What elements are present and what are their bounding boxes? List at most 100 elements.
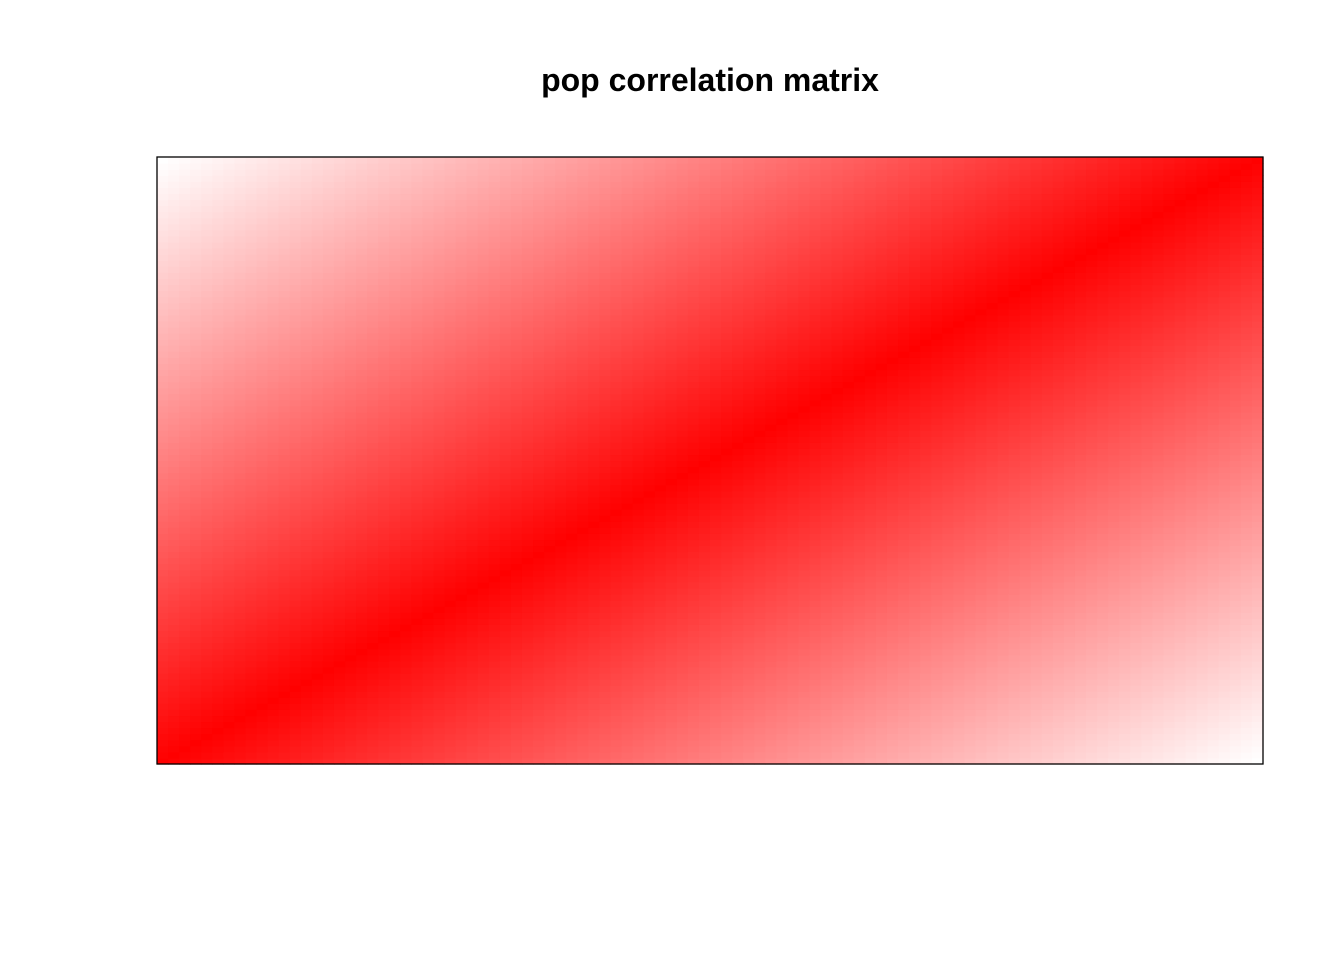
- heatmap-cell: [367, 691, 379, 698]
- heatmap-cell: [610, 217, 623, 225]
- heatmap-cell: [455, 339, 468, 346]
- heatmap-cell: [389, 345, 401, 352]
- heatmap-cell: [234, 351, 247, 358]
- heatmap-cell: [201, 484, 213, 492]
- heatmap-cell: [665, 405, 678, 413]
- heatmap-cell: [333, 739, 346, 747]
- heatmap-cell: [190, 393, 202, 401]
- heatmap-cell: [687, 387, 700, 395]
- heatmap-cell: [577, 399, 589, 407]
- heatmap-cell: [157, 636, 169, 644]
- heatmap-cell: [223, 229, 236, 237]
- heatmap-cell: [466, 509, 479, 516]
- heatmap-cell: [455, 533, 468, 541]
- heatmap-cell: [212, 424, 224, 431]
- heatmap-cell: [289, 703, 302, 710]
- heatmap-cell: [676, 381, 689, 389]
- heatmap-cell: [367, 679, 379, 686]
- heatmap-cell: [488, 351, 501, 358]
- heatmap-cell: [223, 333, 236, 340]
- heatmap-cell: [654, 302, 667, 310]
- heatmap-cell: [212, 345, 224, 352]
- heatmap-cell: [422, 314, 435, 322]
- heatmap-cell: [698, 642, 711, 650]
- heatmap-cell: [544, 448, 556, 456]
- heatmap-cell: [599, 241, 612, 249]
- heatmap-cell: [444, 739, 457, 747]
- heatmap-cell: [411, 393, 424, 401]
- heatmap-cell: [533, 199, 545, 207]
- heatmap-cell: [555, 454, 567, 462]
- heatmap-cell: [245, 636, 258, 644]
- heatmap-cell: [356, 715, 368, 723]
- heatmap-cell: [466, 290, 479, 298]
- heatmap-cell: [510, 290, 523, 298]
- heatmap-cell: [455, 157, 468, 164]
- heatmap-cell: [168, 703, 180, 710]
- heatmap-cell: [643, 636, 656, 644]
- heatmap-cell: [588, 539, 600, 547]
- heatmap-cell: [687, 691, 700, 698]
- heatmap-cell: [477, 314, 490, 322]
- heatmap-cell: [201, 642, 213, 650]
- heatmap-cell: [610, 387, 623, 395]
- heatmap-cell: [190, 648, 202, 656]
- heatmap-cell: [665, 199, 678, 207]
- heatmap-cell: [577, 169, 589, 176]
- heatmap-cell: [488, 642, 501, 650]
- heatmap-cell: [278, 466, 291, 474]
- heatmap-cell: [400, 715, 412, 723]
- heatmap-cell: [555, 296, 567, 304]
- heatmap-cell: [610, 691, 623, 698]
- heatmap-cell: [466, 393, 479, 401]
- heatmap-cell: [588, 260, 600, 267]
- heatmap-cell: [510, 193, 523, 201]
- heatmap-cell: [588, 545, 600, 553]
- heatmap-cell: [245, 448, 258, 456]
- heatmap-cell: [665, 381, 678, 389]
- heatmap-cell: [577, 460, 589, 468]
- heatmap-cell: [245, 618, 258, 625]
- heatmap-cell: [179, 314, 191, 322]
- heatmap-cell: [687, 254, 700, 261]
- heatmap-cell: [510, 685, 523, 692]
- heatmap-cell: [610, 606, 623, 613]
- heatmap-cell: [444, 387, 457, 395]
- heatmap-cell: [333, 502, 346, 510]
- heatmap-cell: [455, 454, 468, 462]
- heatmap-cell: [687, 569, 700, 577]
- heatmap-cell: [599, 660, 612, 668]
- heatmap-cell: [333, 284, 346, 292]
- heatmap-cell: [157, 272, 169, 279]
- heatmap-cell: [665, 509, 678, 516]
- heatmap-cell: [499, 490, 512, 498]
- heatmap-cell: [212, 478, 224, 486]
- heatmap-cell: [510, 594, 523, 601]
- heatmap-cell: [621, 223, 634, 231]
- heatmap-cell: [477, 442, 490, 449]
- heatmap-cell: [477, 241, 490, 249]
- heatmap-cell: [311, 369, 324, 377]
- heatmap-cell: [311, 685, 324, 692]
- heatmap-cell: [322, 314, 335, 322]
- heatmap-cell: [477, 199, 490, 207]
- heatmap-cell: [488, 521, 501, 528]
- heatmap-cell: [555, 648, 567, 656]
- heatmap-cell: [223, 557, 236, 565]
- heatmap-cell: [544, 442, 556, 449]
- heatmap-cell: [333, 387, 346, 395]
- heatmap-cell: [455, 618, 468, 625]
- heatmap-cell: [322, 715, 335, 723]
- heatmap-cell: [411, 575, 424, 583]
- heatmap-cell: [632, 424, 645, 431]
- heatmap-cell: [168, 405, 180, 413]
- heatmap-cell: [654, 581, 667, 589]
- heatmap-cell: [168, 606, 180, 613]
- heatmap-cell: [190, 606, 202, 613]
- heatmap-cell: [201, 612, 213, 619]
- heatmap-cell: [510, 739, 523, 747]
- heatmap-cell: [322, 205, 335, 213]
- heatmap-cell: [488, 527, 501, 534]
- heatmap-cell: [356, 169, 368, 176]
- heatmap-cell: [345, 569, 357, 577]
